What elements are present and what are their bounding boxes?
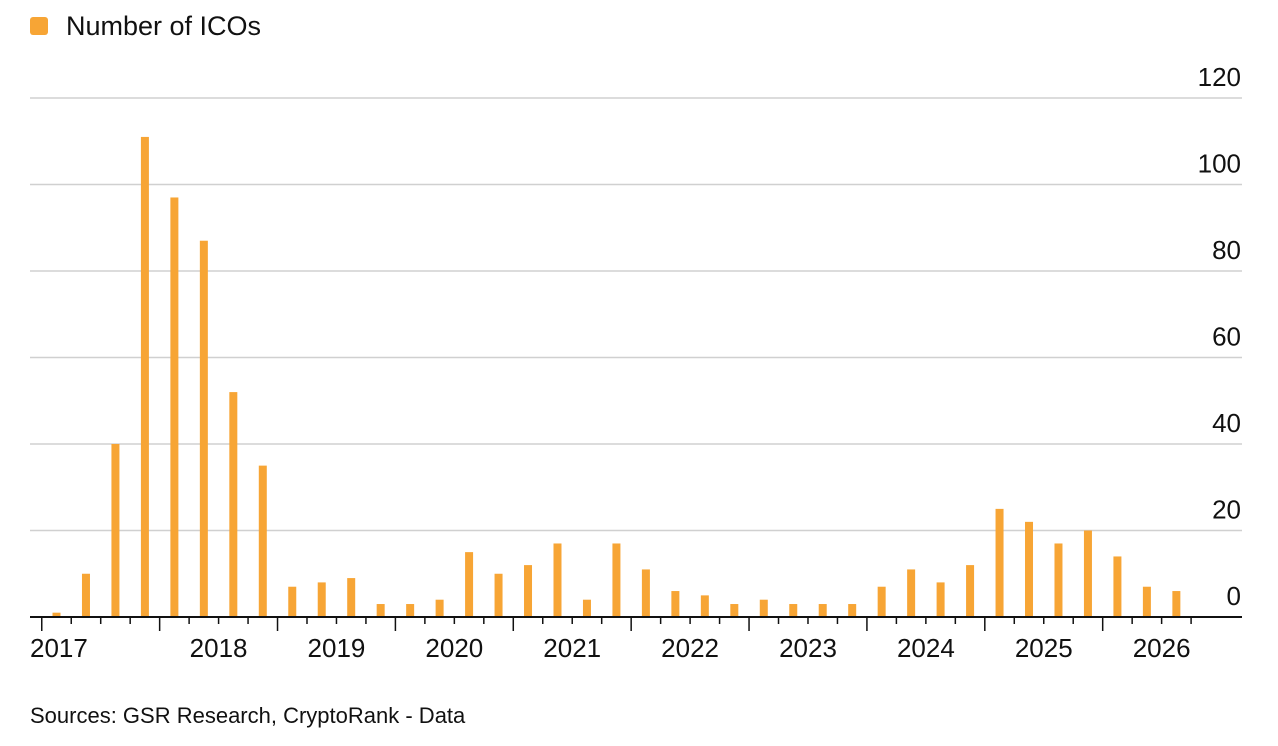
bar bbox=[1025, 521, 1034, 617]
bar bbox=[936, 582, 945, 617]
bar bbox=[406, 604, 415, 617]
bar bbox=[553, 543, 562, 617]
legend-swatch bbox=[30, 17, 48, 35]
bar bbox=[317, 582, 326, 617]
bar bbox=[730, 604, 739, 617]
bar bbox=[376, 604, 385, 617]
bar bbox=[582, 599, 591, 617]
bar bbox=[818, 604, 827, 617]
y-tick-label: 40 bbox=[1212, 408, 1241, 438]
x-tick-label: 2022 bbox=[661, 633, 719, 663]
bar bbox=[1083, 530, 1092, 617]
bars bbox=[52, 136, 1181, 618]
bar bbox=[524, 565, 533, 617]
y-tick-label: 80 bbox=[1212, 235, 1241, 265]
bar bbox=[966, 565, 975, 617]
x-tick-label: 2020 bbox=[425, 633, 483, 663]
source-note: Sources: GSR Research, CryptoRank - Data bbox=[30, 703, 466, 728]
bar bbox=[1172, 591, 1181, 617]
bar bbox=[759, 599, 768, 617]
bar bbox=[199, 240, 208, 617]
x-tick-label: 2021 bbox=[543, 633, 601, 663]
bar-chart: 0 20 40 60 80 100 120 2017 2018 2019 2020 2021 2022… bbox=[30, 62, 1242, 663]
x-axis bbox=[30, 616, 1242, 631]
y-tick-label: 20 bbox=[1212, 495, 1241, 525]
x-tick-label: 2019 bbox=[308, 633, 366, 663]
bar bbox=[1113, 556, 1122, 617]
bar bbox=[435, 599, 444, 617]
x-tick-label: 2023 bbox=[779, 633, 837, 663]
x-tick-label: 2024 bbox=[897, 633, 955, 663]
bar bbox=[671, 591, 680, 617]
gridlines bbox=[30, 97, 1242, 532]
y-tick-label: 100 bbox=[1198, 149, 1241, 179]
bar bbox=[52, 612, 61, 617]
bar bbox=[907, 569, 916, 617]
bar bbox=[465, 552, 474, 617]
bar bbox=[789, 604, 798, 617]
bar bbox=[612, 543, 621, 617]
legend-label: Number of ICOs bbox=[66, 10, 262, 41]
bar bbox=[81, 573, 90, 617]
bar bbox=[877, 586, 886, 617]
bar bbox=[229, 392, 238, 617]
bar bbox=[700, 595, 709, 617]
x-tick-label: 2017 bbox=[30, 633, 88, 663]
y-tick-label: 60 bbox=[1212, 322, 1241, 352]
bar bbox=[288, 586, 297, 617]
x-axis-labels: 2017 2018 2019 2020 2021 2022 2023 2024 2025 2026 bbox=[30, 633, 1191, 663]
bar bbox=[170, 197, 179, 617]
bar bbox=[848, 604, 857, 617]
y-tick-label: 0 bbox=[1227, 581, 1241, 611]
y-tick-label: 120 bbox=[1198, 62, 1241, 92]
bar bbox=[1142, 586, 1151, 617]
x-tick-label: 2025 bbox=[1015, 633, 1073, 663]
legend: Number of ICOs bbox=[30, 8, 261, 44]
bar bbox=[111, 444, 120, 617]
bar bbox=[494, 573, 503, 617]
bar bbox=[641, 569, 650, 617]
bar bbox=[1054, 543, 1063, 617]
y-axis-labels: 0 20 40 60 80 100 120 bbox=[1198, 62, 1241, 611]
x-tick-label: 2018 bbox=[190, 633, 248, 663]
bar bbox=[140, 136, 149, 618]
x-tick-label: 2026 bbox=[1133, 633, 1191, 663]
bar bbox=[258, 465, 267, 617]
bar bbox=[995, 508, 1004, 617]
bar bbox=[347, 578, 356, 617]
